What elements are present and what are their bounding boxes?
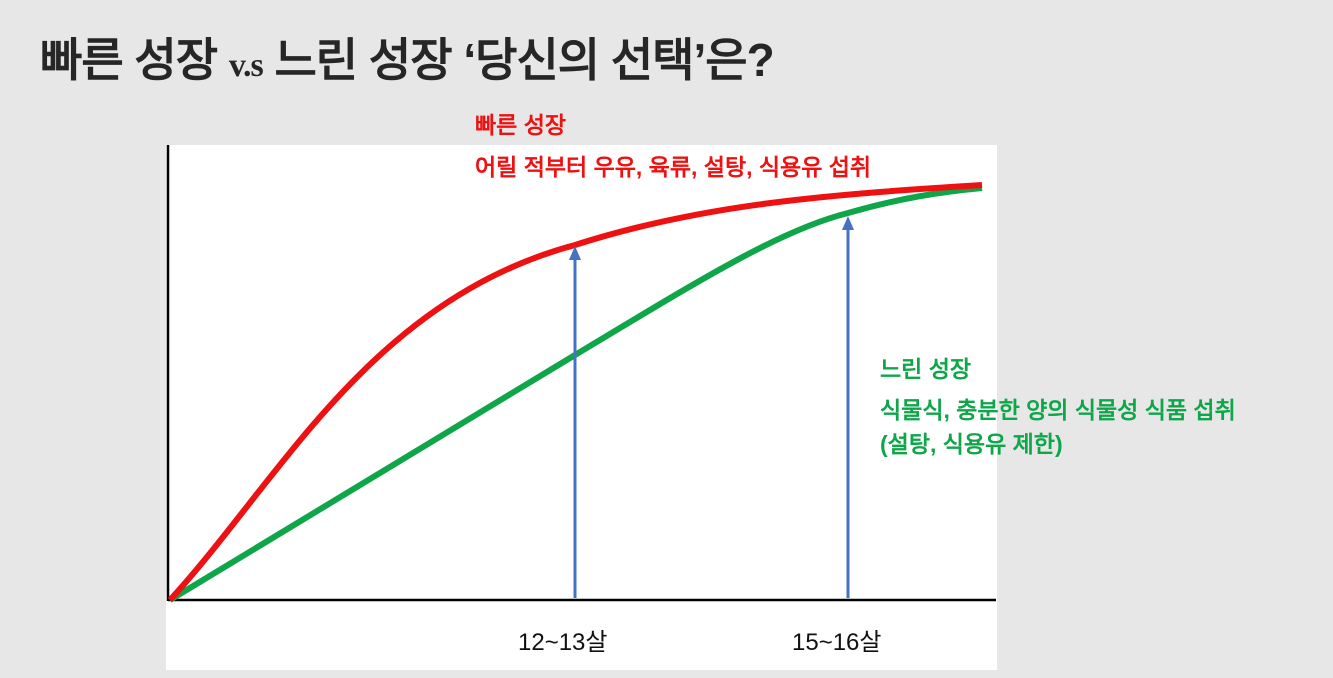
slow-growth-label: 느린 성장 xyxy=(880,356,972,382)
fast-growth-curve xyxy=(167,182,983,603)
fast-growth-label: 빠른 성장 xyxy=(475,112,567,138)
x-marker-12-13: 12~13살 xyxy=(518,629,608,656)
arrow-head-12-13 xyxy=(569,246,581,260)
title-fast: 빠른 성장 xyxy=(40,34,218,86)
slide-title: 빠른 성장 v.s 느린 성장 ‘당신의 선택’은? xyxy=(40,24,775,90)
fast-growth-description: 어릴 적부터 우유, 육류, 설탕, 식용유 섭취 xyxy=(475,154,872,180)
title-vs: v.s xyxy=(228,47,264,84)
x-marker-15-16: 15~16살 xyxy=(792,629,882,656)
slow-growth-description: 식물식, 충분한 양의 식물성 식품 섭취 xyxy=(880,397,1236,423)
title-slow: 느린 성장 ‘당신의 선택’은? xyxy=(274,34,774,86)
slow-growth-note: (설탕, 식용유 제한) xyxy=(880,431,1063,457)
arrow-head-15-16 xyxy=(842,216,854,230)
slow-growth-curve xyxy=(168,185,983,603)
chart-panel xyxy=(166,145,997,670)
